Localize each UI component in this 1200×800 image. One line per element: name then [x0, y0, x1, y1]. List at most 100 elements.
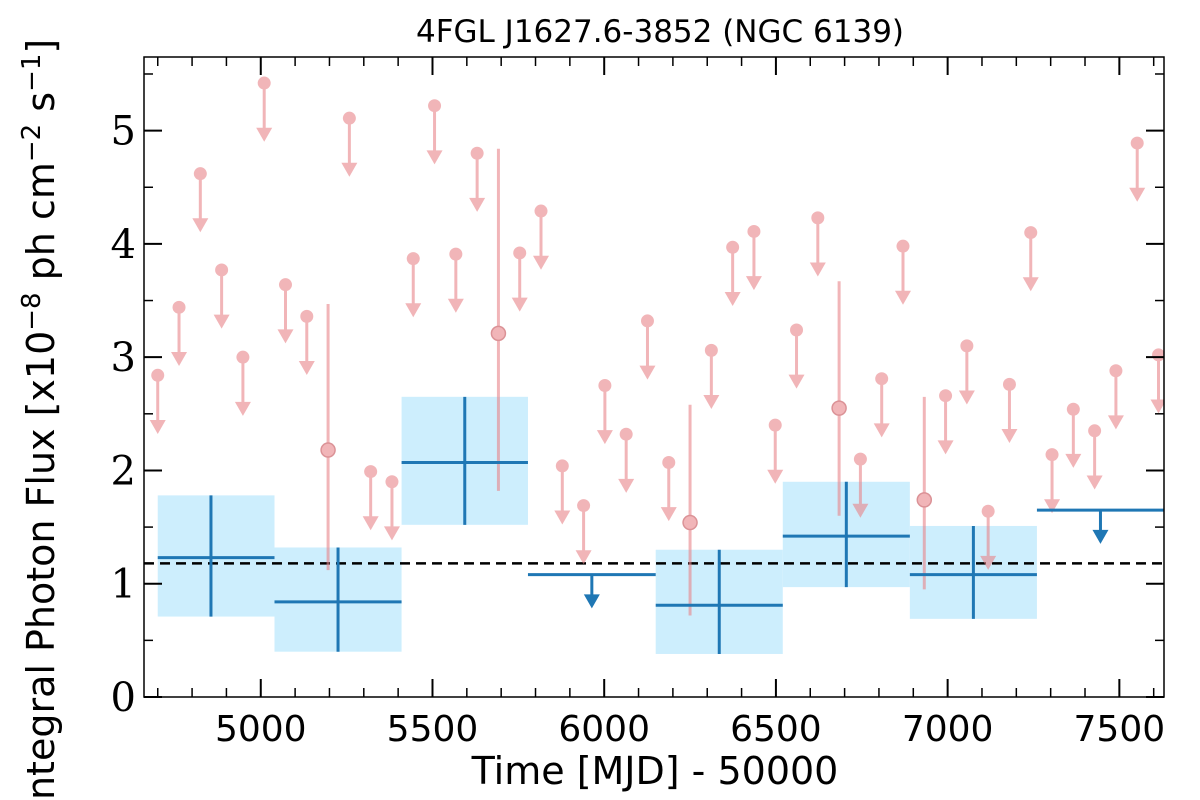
- fine-upper-limit-arrow: [1065, 453, 1082, 468]
- fine-upper-limit: [405, 252, 422, 318]
- fine-upper-limit: [1129, 136, 1146, 202]
- fine-upper-limit-arrow: [745, 276, 762, 291]
- fine-upper-limit-arrow: [533, 255, 550, 270]
- fine-upper-limit-arrow: [213, 314, 230, 329]
- fine-upper-limit-arrow: [149, 419, 166, 434]
- x-axis-label: Time [MJD] - 50000: [471, 749, 839, 793]
- fine-upper-limit: [852, 452, 869, 518]
- fine-upper-limit-marker: [278, 278, 292, 292]
- fine-upper-limit-marker: [534, 204, 548, 218]
- fine-upper-limit: [660, 456, 677, 522]
- fine-upper-limit: [447, 247, 464, 313]
- fine-upper-limit-marker: [853, 452, 867, 466]
- fine-upper-limit: [362, 465, 379, 531]
- fine-upper-limit: [1107, 364, 1124, 430]
- fine-upper-limit-marker: [960, 339, 974, 353]
- fine-upper-limit-arrow: [703, 395, 720, 410]
- fine-upper-limit-arrow: [554, 510, 571, 525]
- fine-upper-limit: [596, 378, 613, 445]
- fine-upper-limit-marker: [449, 247, 463, 261]
- fine-upper-limit: [1044, 448, 1061, 514]
- fine-upper-limit-marker: [1066, 402, 1080, 416]
- fine-upper-limit: [575, 499, 592, 565]
- fine-upper-limit: [171, 300, 188, 366]
- plot-frame: [143, 56, 1165, 698]
- fine-upper-limit: [809, 211, 826, 277]
- fine-upper-limit: [937, 389, 954, 455]
- fine-upper-limit-arrow: [852, 503, 869, 518]
- fine-detection-marker: [682, 514, 698, 531]
- y-tick-label: 0: [111, 675, 136, 721]
- fine-upper-limit-arrow: [362, 516, 379, 531]
- fine-upper-limit-arrow: [937, 440, 954, 455]
- svg-text:Integral Photon Flux [x10−8 ph: Integral Photon Flux [x10−8 ph cm−2 s−1]: [17, 39, 63, 800]
- fine-upper-limit-marker: [172, 300, 186, 314]
- fine-upper-limit-marker: [513, 246, 527, 260]
- fine-upper-limit-marker: [364, 465, 378, 479]
- fine-upper-limit: [767, 418, 784, 484]
- fine-upper-limit-arrow: [596, 430, 613, 445]
- fine-upper-limit-marker: [1109, 364, 1123, 378]
- fine-upper-limit-marker: [428, 99, 442, 113]
- fine-upper-limit-marker: [875, 372, 889, 386]
- fine-upper-limit-marker: [1130, 136, 1144, 150]
- fine-upper-limit-arrow: [192, 218, 209, 233]
- fine-upper-limit: [426, 99, 443, 165]
- fine-upper-limit-marker: [640, 314, 654, 328]
- coarse-upper-limit-arrow: [1092, 529, 1109, 544]
- x-tick-label: 6500: [730, 709, 822, 750]
- fine-upper-limit-arrow: [660, 507, 677, 522]
- fine-upper-limit: [618, 427, 635, 493]
- x-tick-label: 5500: [387, 709, 479, 750]
- fine-upper-limit-marker: [236, 350, 250, 364]
- fine-upper-limit-marker: [577, 499, 591, 513]
- fine-upper-limit-arrow: [383, 526, 400, 541]
- plot-area: 0 1 2 3 4 5 5000 5500 6000 6500 7000 7500: [111, 56, 1165, 750]
- fine-upper-limit-arrow: [511, 297, 528, 312]
- fine-upper-limit: [639, 314, 656, 380]
- fine-upper-limit-arrow: [575, 550, 592, 565]
- fine-upper-limit-marker: [1152, 348, 1164, 362]
- fine-upper-limit-marker: [257, 76, 271, 90]
- fine-upper-limit: [1065, 402, 1082, 468]
- fine-upper-limit-marker: [193, 167, 207, 181]
- fine-detection-marker: [490, 325, 507, 342]
- fine-upper-limit-arrow: [447, 298, 464, 313]
- fine-upper-limit-marker: [1088, 424, 1102, 438]
- fine-upper-limit-marker: [747, 224, 761, 238]
- y-tick-label: 4: [111, 222, 136, 268]
- fine-upper-limit: [745, 224, 762, 291]
- x-tick-label: 6000: [558, 709, 650, 750]
- fine-upper-limit-marker: [939, 389, 953, 403]
- fine-upper-limit: [298, 309, 315, 376]
- fine-upper-limit: [383, 475, 400, 541]
- fine-upper-limit-arrow: [1086, 475, 1103, 490]
- fine-upper-limit: [213, 263, 230, 329]
- fine-upper-limit: [788, 323, 805, 389]
- fine-upper-limit: [469, 146, 486, 212]
- fine-upper-limit-arrow: [958, 390, 975, 405]
- fine-upper-limit: [341, 111, 358, 177]
- fine-detection: [320, 303, 336, 571]
- fine-upper-limit-arrow: [873, 423, 890, 438]
- fine-upper-limit-marker: [790, 323, 804, 337]
- coarse-error-box: [157, 495, 275, 617]
- fine-upper-limit: [234, 350, 251, 416]
- fine-upper-limit-arrow: [405, 303, 422, 318]
- fine-upper-limit-marker: [342, 111, 356, 125]
- fine-upper-limit-marker: [726, 240, 740, 254]
- fine-upper-limit: [873, 372, 890, 438]
- fine-upper-limit-arrow: [809, 262, 826, 277]
- fine-upper-limit-marker: [768, 418, 782, 432]
- fine-upper-limit-arrow: [639, 365, 656, 380]
- fine-detection: [490, 148, 507, 491]
- fine-upper-limit-marker: [896, 239, 910, 253]
- fine-upper-limit-marker: [385, 475, 399, 489]
- y-tick-label: 1: [111, 562, 136, 608]
- fine-upper-limit-marker: [406, 252, 420, 266]
- fine-upper-limit: [533, 204, 550, 270]
- fine-upper-limit-marker: [619, 427, 633, 441]
- fine-upper-limit: [958, 339, 975, 405]
- fine-upper-limit-marker: [704, 343, 718, 357]
